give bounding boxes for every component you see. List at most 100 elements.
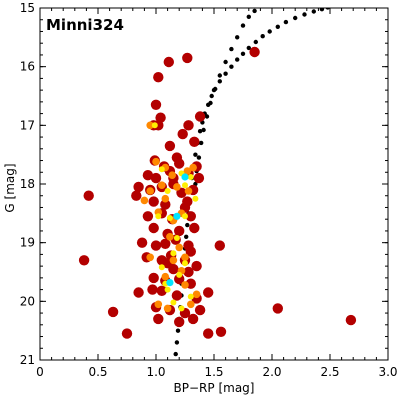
isochrone-point xyxy=(217,79,222,84)
isochrone-point xyxy=(311,9,316,14)
member-star-point xyxy=(183,266,194,278)
member-star-point xyxy=(173,212,181,220)
isochrone-point xyxy=(229,46,234,52)
y-tick-label: 15 xyxy=(20,1,35,15)
member-star-point xyxy=(150,99,162,111)
isochrone-point xyxy=(196,155,202,160)
isochrone-point xyxy=(185,222,190,228)
member-star-point xyxy=(183,120,194,131)
isochrone-point xyxy=(240,23,246,28)
member-star-point xyxy=(168,171,176,179)
member-star-point xyxy=(192,290,201,299)
member-star-point xyxy=(187,313,199,325)
member-star-point xyxy=(181,253,189,262)
member-star-point xyxy=(183,167,192,175)
member-star-point xyxy=(203,328,214,339)
x-tick-label: 2.5 xyxy=(320,365,339,379)
member-star-point xyxy=(174,225,185,237)
member-star-point xyxy=(161,194,170,203)
x-tick-label: 2.0 xyxy=(262,365,281,379)
member-star-point xyxy=(163,304,172,313)
isochrone-point xyxy=(235,35,240,40)
member-star-point xyxy=(185,246,196,257)
member-star-point xyxy=(158,181,166,189)
isochrone-point xyxy=(208,100,213,106)
plot-area xyxy=(78,8,357,357)
member-star-point xyxy=(184,187,193,195)
member-star-point xyxy=(178,305,185,312)
isochrone-point xyxy=(211,87,217,93)
isochrone-point xyxy=(175,328,181,333)
member-star-point xyxy=(148,222,159,234)
isochrone-point xyxy=(246,45,251,51)
member-star-point xyxy=(345,314,357,326)
isochrone-point xyxy=(209,93,214,99)
member-star-point xyxy=(142,211,154,222)
member-star-point xyxy=(173,235,180,241)
isochrone-point xyxy=(193,152,198,157)
member-star-point xyxy=(133,287,144,298)
member-star-point xyxy=(272,303,283,314)
isochrone-point xyxy=(174,340,180,345)
member-star-point xyxy=(148,272,159,284)
member-star-point xyxy=(140,196,149,205)
isochrone-point xyxy=(267,29,272,34)
member-star-point xyxy=(131,190,142,201)
member-star-point xyxy=(146,121,154,130)
isochrone-point xyxy=(204,114,210,119)
member-star-point xyxy=(189,163,197,172)
member-star-point xyxy=(151,122,158,129)
isochrone-point xyxy=(252,8,257,14)
member-star-point xyxy=(176,271,183,278)
member-star-point xyxy=(189,136,200,147)
isochrone-point xyxy=(235,57,240,62)
x-tick-label: 1.5 xyxy=(204,365,223,379)
member-star-point xyxy=(181,173,189,181)
member-star-point xyxy=(170,299,177,306)
x-axis-label: BP−RP [mag] xyxy=(174,381,255,395)
y-axis: 15 16 17 18 19 20 21 xyxy=(20,1,388,367)
y-tick-label: 20 xyxy=(20,294,35,308)
isochrone-point xyxy=(325,8,330,10)
y-tick-label: 21 xyxy=(20,353,35,367)
member-star-point xyxy=(174,158,185,169)
member-star-point xyxy=(160,238,171,249)
member-star-point xyxy=(164,188,171,194)
member-star-point xyxy=(187,293,194,300)
isochrone-point xyxy=(199,140,204,146)
member-star-point xyxy=(215,326,227,337)
isochrone-point xyxy=(229,64,234,69)
member-star-point xyxy=(174,273,185,285)
member-star-point xyxy=(160,199,171,210)
member-star-point xyxy=(147,284,158,295)
member-star-point xyxy=(155,213,162,220)
member-star-point xyxy=(166,215,173,221)
member-star-point xyxy=(177,128,188,140)
member-star-point xyxy=(187,174,194,180)
member-star-point xyxy=(153,72,164,83)
x-tick-label: 0 xyxy=(36,365,44,379)
member-star-point xyxy=(156,285,167,296)
member-star-point xyxy=(142,170,154,181)
member-star-point xyxy=(152,157,160,166)
member-star-point xyxy=(158,166,165,173)
member-star-point xyxy=(191,260,202,272)
member-star-point xyxy=(170,250,177,257)
y-tick-label: 18 xyxy=(20,177,35,191)
member-star-point xyxy=(161,272,170,281)
y-tick-label: 17 xyxy=(20,118,35,132)
member-star-point xyxy=(194,304,206,316)
member-star-point xyxy=(214,240,225,251)
isochrone-point xyxy=(275,24,280,29)
isochrone-point xyxy=(223,59,228,65)
member-star-point xyxy=(158,264,165,271)
member-star-point xyxy=(182,52,193,64)
member-star-point xyxy=(194,111,206,122)
member-star-point xyxy=(153,313,164,325)
member-star-point xyxy=(133,181,144,193)
isochrone-point xyxy=(197,129,203,134)
isochrone-point xyxy=(246,14,251,19)
member-star-point xyxy=(164,140,176,152)
member-star-point xyxy=(193,172,205,184)
y-tick-label: 19 xyxy=(20,236,35,250)
